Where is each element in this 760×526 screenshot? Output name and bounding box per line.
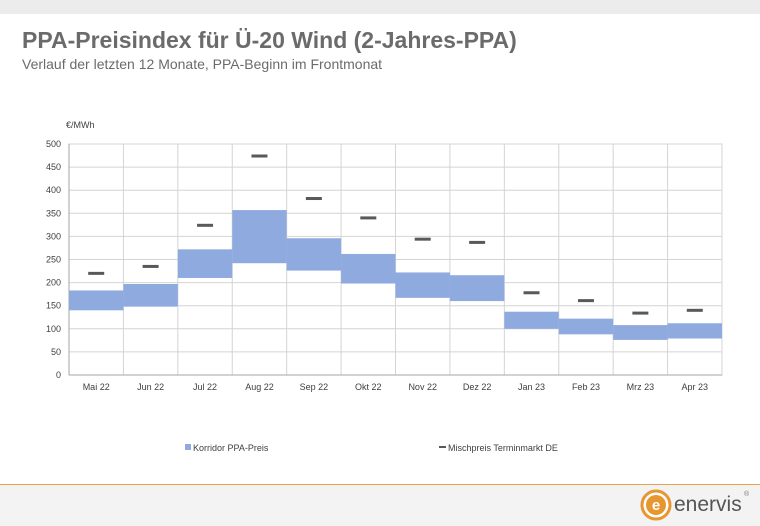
x-tick-label: Dez 22 <box>463 382 492 392</box>
mischpreis-marker <box>251 154 268 158</box>
mischpreis-marker <box>686 308 703 312</box>
x-tick-label: Sep 22 <box>300 382 329 392</box>
x-tick-label: Feb 23 <box>572 382 600 392</box>
mischpreis-marker <box>197 223 214 227</box>
enervis-logo: e enervis ® <box>640 489 755 521</box>
x-tick-label: Mrz 23 <box>627 382 655 392</box>
mischpreis-marker <box>88 271 105 275</box>
footer-divider <box>0 484 760 485</box>
y-tick-label: 200 <box>46 278 61 288</box>
mischpreis-marker <box>577 299 594 303</box>
corridor-bar <box>558 318 614 335</box>
corridor-bar <box>69 290 124 311</box>
corridor-bar <box>395 272 450 298</box>
y-tick-label: 150 <box>46 301 61 311</box>
mischpreis-marker <box>469 240 486 244</box>
x-tick-label: Jan 23 <box>518 382 545 392</box>
logo-wordmark: enervis <box>674 493 742 516</box>
top-bar <box>0 0 760 14</box>
y-tick-label: 100 <box>46 324 61 334</box>
mischpreis-marker <box>142 264 159 268</box>
y-tick-label: 0 <box>56 370 61 380</box>
y-tick-label: 450 <box>46 162 61 172</box>
y-tick-label: 50 <box>51 347 61 357</box>
mischpreis-marker <box>523 291 540 295</box>
corridor-bar <box>232 210 287 264</box>
legend-label-mischpreis: Mischpreis Terminmarkt DE <box>448 443 558 453</box>
corridor-bar <box>667 323 722 339</box>
mischpreis-marker <box>414 237 431 241</box>
mischpreis-marker <box>360 216 377 220</box>
y-tick-label: 500 <box>46 139 61 149</box>
corridor-bar <box>613 325 668 340</box>
corridor-bar <box>504 311 559 329</box>
corridor-bar <box>286 238 342 271</box>
y-tick-label: 300 <box>46 231 61 241</box>
y-tick-label: 250 <box>46 255 61 265</box>
y-tick-label: 350 <box>46 208 61 218</box>
corridor-bar <box>177 249 233 278</box>
ppa-price-chart: 0 50 100 150 200 250 300 350 400 450 500 €/MWh Mai 2… <box>46 120 723 453</box>
x-tick-label: Jul 22 <box>193 382 217 392</box>
mischpreis-marker <box>632 311 649 315</box>
footer <box>0 485 760 526</box>
x-tick-label: Jun 22 <box>137 382 164 392</box>
x-tick-label: Nov 22 <box>408 382 437 392</box>
page-title: PPA-Preisindex für Ü-20 Wind (2-Jahres-P… <box>22 27 517 53</box>
y-tick-label: 400 <box>46 185 61 195</box>
page-subtitle: Verlauf der letzten 12 Monate, PPA-Begin… <box>22 56 383 72</box>
enervis-logo-icon: e <box>640 489 672 521</box>
logo-registered-mark: ® <box>744 491 750 498</box>
legend-swatch-corridor <box>185 444 191 450</box>
legend-label-corridor: Korridor PPA-Preis <box>193 443 269 453</box>
x-tick-label: Mai 22 <box>83 382 110 392</box>
x-tick-label: Okt 22 <box>355 382 382 392</box>
corridor-bar <box>449 275 505 302</box>
x-tick-label: Aug 22 <box>245 382 274 392</box>
logo-letter: e <box>652 497 660 514</box>
x-tick-label: Apr 23 <box>682 382 709 392</box>
y-axis-label: €/MWh <box>66 120 95 130</box>
corridor-bar <box>341 253 396 284</box>
legend-swatch-mischpreis <box>439 446 446 448</box>
corridor-bar <box>123 283 178 307</box>
mischpreis-marker <box>305 197 322 201</box>
